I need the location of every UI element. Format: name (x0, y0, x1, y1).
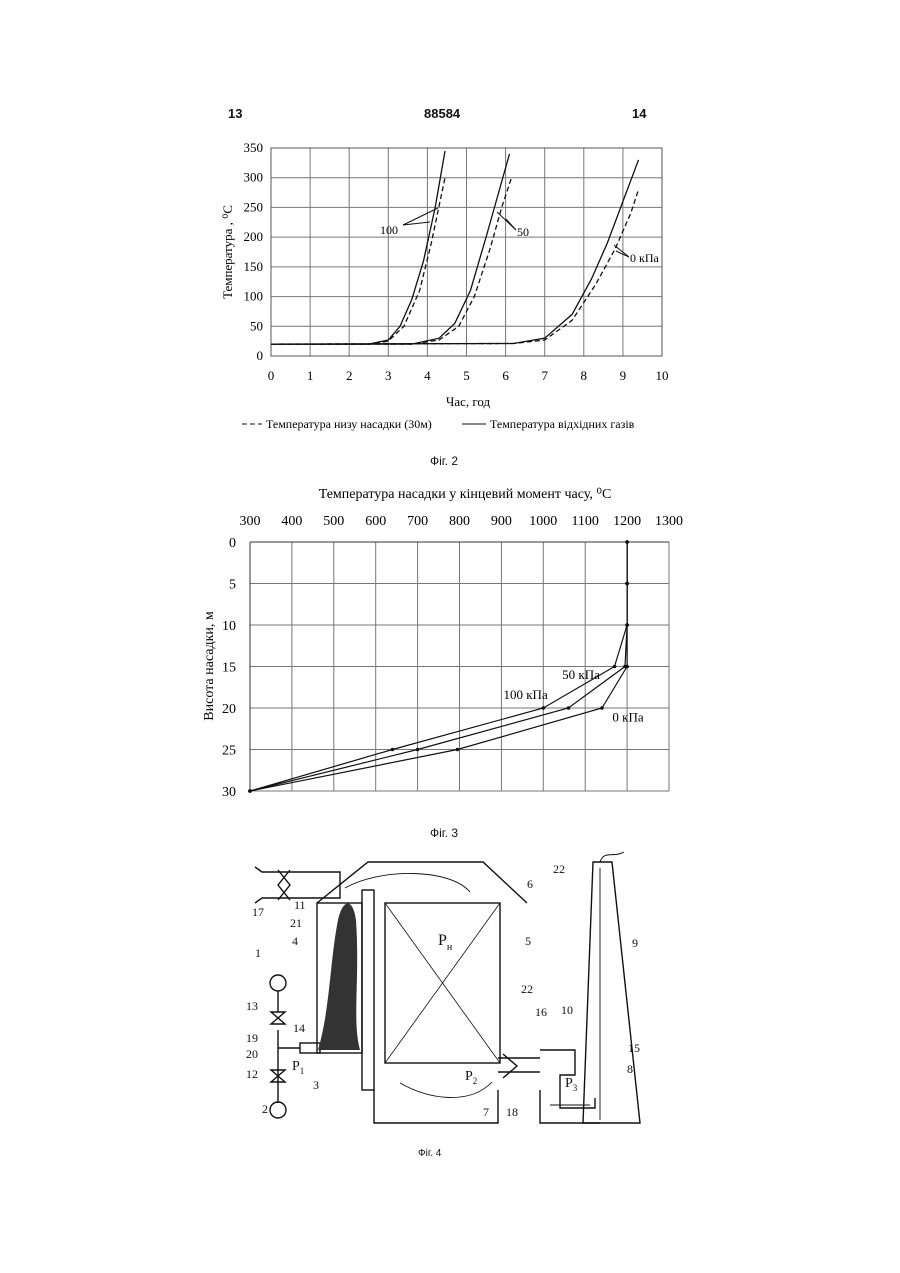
smoke (600, 852, 624, 862)
label-20: 20 (246, 1047, 258, 1061)
fan-1 (270, 975, 286, 991)
label-p2: P2 (465, 1069, 477, 1086)
label-7: 7 (483, 1105, 489, 1119)
valve-17 (278, 870, 290, 900)
flow-arrow-top (345, 873, 470, 892)
valve-13 (271, 1012, 285, 1024)
label-2: 2 (262, 1102, 268, 1116)
regen-bottom-space (374, 1090, 498, 1123)
chimney (583, 862, 640, 1123)
label-17: 17 (252, 905, 264, 919)
label-13: 13 (246, 999, 258, 1013)
label-22-top: 22 (553, 862, 565, 876)
outlet-duct (498, 1058, 540, 1072)
partition-wall (362, 890, 374, 1090)
flow-arrow-bottom (400, 1082, 492, 1098)
fan-2 (270, 1102, 286, 1118)
label-14: 14 (293, 1021, 305, 1035)
label-4: 4 (292, 934, 298, 948)
crown-roof (317, 862, 527, 903)
figure-4-caption: Фіг. 4 (418, 1148, 441, 1159)
label-18: 18 (506, 1105, 518, 1119)
label-21: 21 (290, 916, 302, 930)
label-9: 9 (632, 936, 638, 950)
label-11: 11 (294, 898, 306, 912)
label-1: 1 (255, 946, 261, 960)
label-10: 10 (561, 1003, 573, 1017)
label-3: 3 (313, 1078, 319, 1092)
label-16: 16 (535, 1005, 547, 1019)
label-6: 6 (527, 877, 533, 891)
label-5: 5 (525, 934, 531, 948)
label-22-middle: 22 (521, 982, 533, 996)
label-12: 12 (246, 1067, 258, 1081)
label-p3: P3 (565, 1076, 578, 1093)
label-15: 15 (628, 1041, 640, 1055)
checker-cross (385, 903, 500, 1063)
label-8: 8 (627, 1062, 633, 1076)
label-ph: Pн (438, 932, 453, 953)
flame (318, 904, 360, 1051)
label-p1: P1 (292, 1059, 304, 1076)
label-19: 19 (246, 1031, 258, 1045)
